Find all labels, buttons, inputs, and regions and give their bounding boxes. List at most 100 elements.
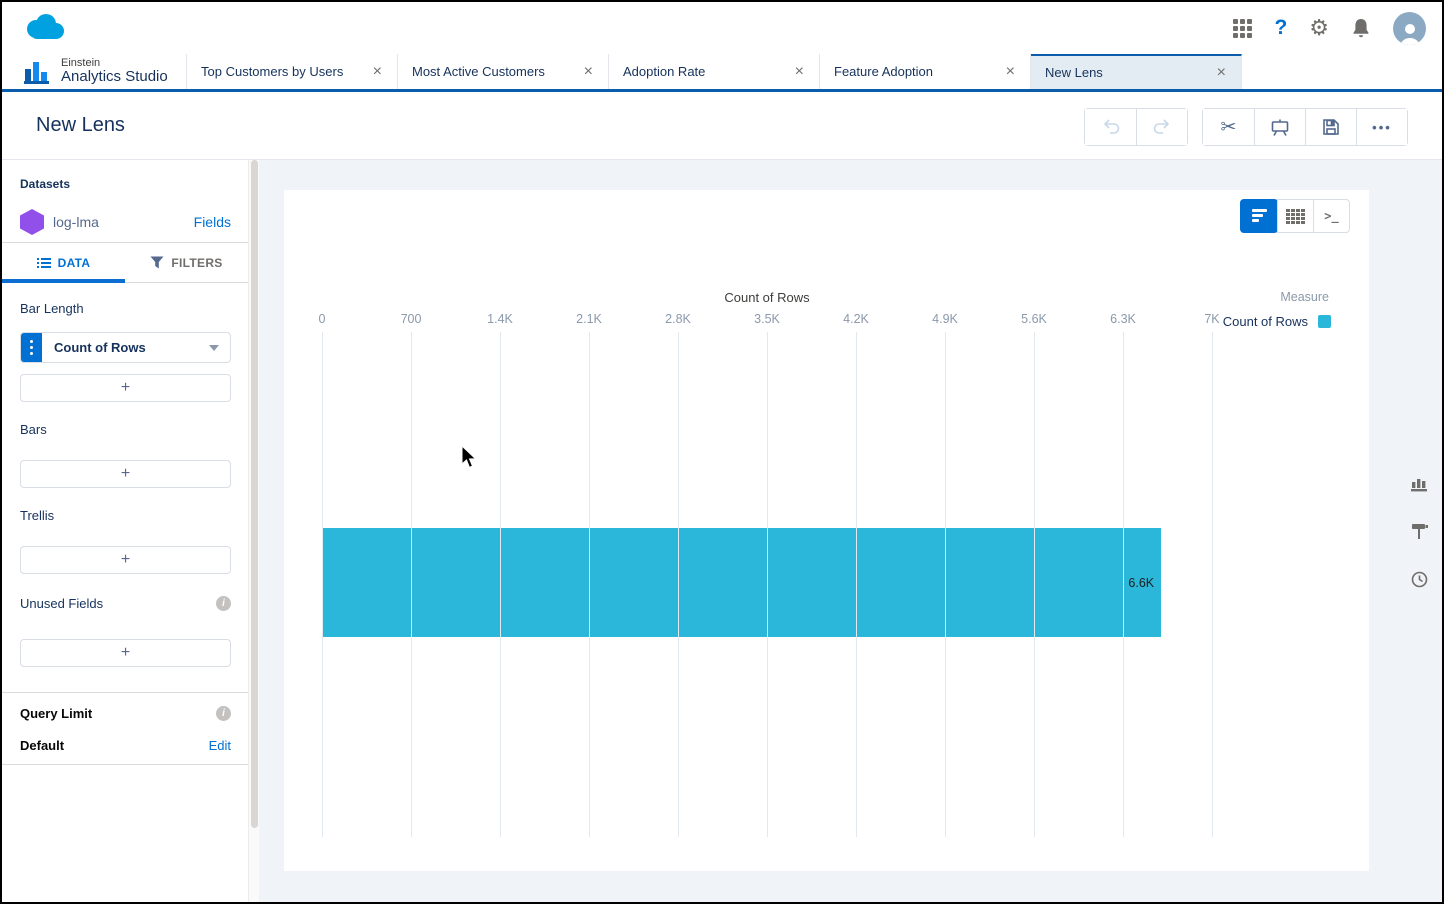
table-mode-button[interactable] (1277, 200, 1313, 232)
global-header-actions: ? ⚙ (1233, 2, 1426, 54)
setup-icon[interactable]: ⚙ (1309, 15, 1329, 40)
legend-title: Measure (1280, 290, 1329, 304)
analytics-studio-label: Einstein Analytics Studio (61, 57, 168, 85)
gridline (1123, 332, 1124, 837)
x-tick-label: 1.4K (487, 312, 513, 326)
app-launcher-icon[interactable] (1233, 18, 1253, 38)
tab-close-icon[interactable]: × (794, 62, 804, 80)
scrollbar-thumb[interactable] (251, 160, 258, 828)
tab-feature-adoption[interactable]: Feature Adoption × (820, 54, 1031, 89)
tab-bar: Einstein Analytics Studio Top Customers … (2, 54, 1442, 92)
dataset-row[interactable]: log-lma Fields (20, 200, 231, 244)
info-icon[interactable]: i (216, 596, 231, 611)
add-trellis-button[interactable]: + (20, 546, 231, 574)
tab-label: Most Active Customers (412, 64, 545, 79)
dataset-icon (20, 209, 44, 235)
page-title: New Lens (36, 114, 125, 136)
add-bars-button[interactable]: + (20, 460, 231, 488)
lens-actions-group: ✂ ••• (1202, 108, 1408, 146)
present-icon (1271, 119, 1289, 136)
tab-data-label: DATA (57, 255, 91, 270)
gridline (856, 332, 857, 837)
data-filters-tabs: DATA FILTERS (2, 243, 248, 283)
tab-close-icon[interactable]: × (1005, 62, 1015, 80)
gridline (678, 332, 679, 837)
salesforce-logo-icon (27, 14, 64, 39)
drag-handle-icon[interactable] (21, 333, 42, 362)
formatting-icon[interactable] (1411, 523, 1429, 540)
x-tick-label: 6.3K (1110, 312, 1136, 326)
analytics-studio-icon (24, 61, 49, 84)
chart-side-rail (1411, 476, 1429, 588)
query-limit-row: Query Limit i (20, 706, 231, 721)
datasets-heading: Datasets (20, 177, 71, 191)
legend-swatch (1318, 315, 1331, 328)
tab-label: Feature Adoption (834, 64, 934, 79)
tab-new-lens[interactable]: New Lens × (1031, 54, 1242, 89)
x-tick-label: 700 (400, 312, 422, 326)
divider (2, 764, 248, 765)
tab-adoption-rate[interactable]: Adoption Rate × (609, 54, 820, 89)
save-button[interactable] (1305, 109, 1356, 145)
tab-label: Top Customers by Users (201, 64, 344, 79)
x-tick-label: 3.5K (754, 312, 780, 326)
present-button[interactable] (1254, 109, 1305, 145)
info-icon[interactable]: i (216, 706, 231, 721)
notifications-icon[interactable] (1351, 18, 1371, 39)
gridline (1034, 332, 1035, 837)
field-pill-label: Count of Rows (54, 340, 146, 355)
x-axis-title: Count of Rows (724, 290, 810, 305)
undo-button[interactable] (1085, 109, 1136, 145)
tab-most-active-customers[interactable]: Most Active Customers × (398, 54, 609, 89)
sidebar-scrollbar[interactable] (248, 160, 259, 902)
query-mode-button[interactable]: >_ (1313, 200, 1349, 232)
analytics-studio-logo[interactable]: Einstein Analytics Studio (2, 54, 187, 89)
chart-mode-button[interactable] (1240, 199, 1278, 233)
add-bar-length-button[interactable]: + (20, 374, 231, 402)
x-tick-label: 0 (318, 312, 326, 326)
undo-redo-group (1084, 108, 1188, 146)
tab-data[interactable]: DATA (2, 243, 125, 282)
chevron-down-icon (209, 344, 219, 351)
chart-type-icon[interactable] (1411, 476, 1428, 492)
add-unused-field-button[interactable]: + (20, 639, 231, 667)
more-actions-button[interactable]: ••• (1356, 109, 1407, 145)
bar-length-field[interactable]: Count of Rows (20, 332, 231, 363)
tab-top-customers-by-users[interactable]: Top Customers by Users × (187, 54, 398, 89)
tab-filters-label: FILTERS (171, 255, 223, 270)
tab-strip: Top Customers by Users × Most Active Custo… (187, 54, 1242, 89)
tab-close-icon[interactable]: × (1216, 63, 1226, 81)
more-icon: ••• (1372, 119, 1392, 135)
query-mode-icon: >_ (1324, 209, 1339, 223)
list-icon (36, 257, 51, 268)
user-avatar[interactable] (1393, 11, 1426, 45)
help-icon[interactable]: ? (1274, 16, 1288, 39)
tab-filters[interactable]: FILTERS (125, 243, 248, 282)
gridline (500, 332, 501, 837)
divider (2, 242, 248, 243)
bar-value-label: 6.6K (1128, 575, 1155, 590)
unused-fields-label: Unused Fields (20, 596, 104, 611)
table-mode-icon (1286, 208, 1305, 224)
query-limit-value: Default (20, 738, 65, 753)
redo-button[interactable] (1136, 109, 1187, 145)
clip-icon-button[interactable]: ✂ (1203, 109, 1254, 145)
query-limit-label: Query Limit (20, 706, 93, 721)
gridline (945, 332, 946, 837)
bars-label: Bars (20, 422, 47, 437)
edit-query-limit-link[interactable]: Edit (208, 738, 231, 753)
tab-close-icon[interactable]: × (583, 62, 593, 80)
x-tick-label: 2.8K (665, 312, 691, 326)
scissors-icon: ✂ (1220, 116, 1237, 138)
tab-close-icon[interactable]: × (372, 62, 382, 80)
legend-entry[interactable]: Count of Rows (1223, 314, 1331, 329)
legend-entry-label: Count of Rows (1222, 314, 1308, 329)
bar-count-of-rows[interactable]: 6.6K (322, 528, 1162, 637)
history-clock-icon[interactable] (1411, 571, 1428, 588)
active-tab-underline (2, 279, 125, 283)
tab-label: New Lens (1045, 65, 1103, 80)
gridline (1212, 332, 1213, 837)
fields-link[interactable]: Fields (193, 214, 231, 230)
gridline (322, 332, 323, 837)
